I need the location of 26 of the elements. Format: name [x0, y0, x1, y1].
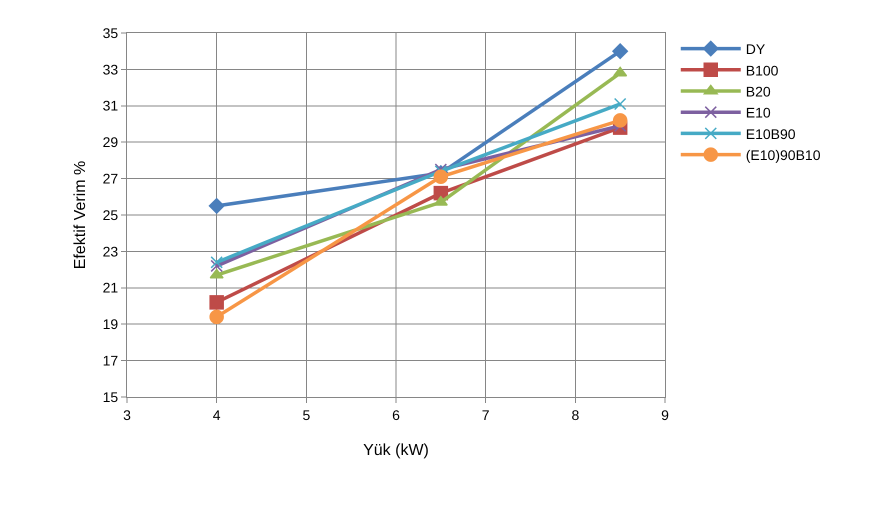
legend-label: E10B90 — [746, 126, 796, 142]
x-tick-label: 4 — [212, 406, 221, 423]
y-tick-label: 19 — [102, 316, 118, 332]
y-tick-label: 15 — [102, 388, 118, 405]
y-tick-label: 25 — [102, 206, 118, 223]
x-tick-label: 7 — [482, 406, 490, 423]
y-axis-title: Efektif Verim % — [72, 160, 89, 270]
legend-label: (E10)90B10 — [746, 147, 821, 164]
y-tick-label: 17 — [102, 352, 118, 368]
y-tick-label: 33 — [102, 61, 118, 78]
y-tick-label: 29 — [102, 134, 118, 150]
x-tick-label: 3 — [123, 406, 132, 423]
y-tick-label: 21 — [102, 280, 118, 296]
x-tick-label: 6 — [392, 406, 400, 423]
y-tick-label: 31 — [102, 98, 118, 114]
x-tick-label: 9 — [661, 406, 670, 423]
legend-label: B100 — [746, 62, 779, 78]
legend-label: B20 — [746, 83, 771, 100]
x-axis-title: Yük (kW) — [363, 442, 429, 459]
y-tick-label: 23 — [102, 243, 118, 260]
x-tick-label: 5 — [302, 406, 310, 423]
y-tick-label: 35 — [102, 24, 118, 41]
legend-label: DY — [746, 41, 766, 58]
legend-label: E10 — [746, 104, 771, 121]
y-tick-label: 27 — [102, 170, 118, 186]
x-tick-label: 8 — [571, 406, 580, 423]
